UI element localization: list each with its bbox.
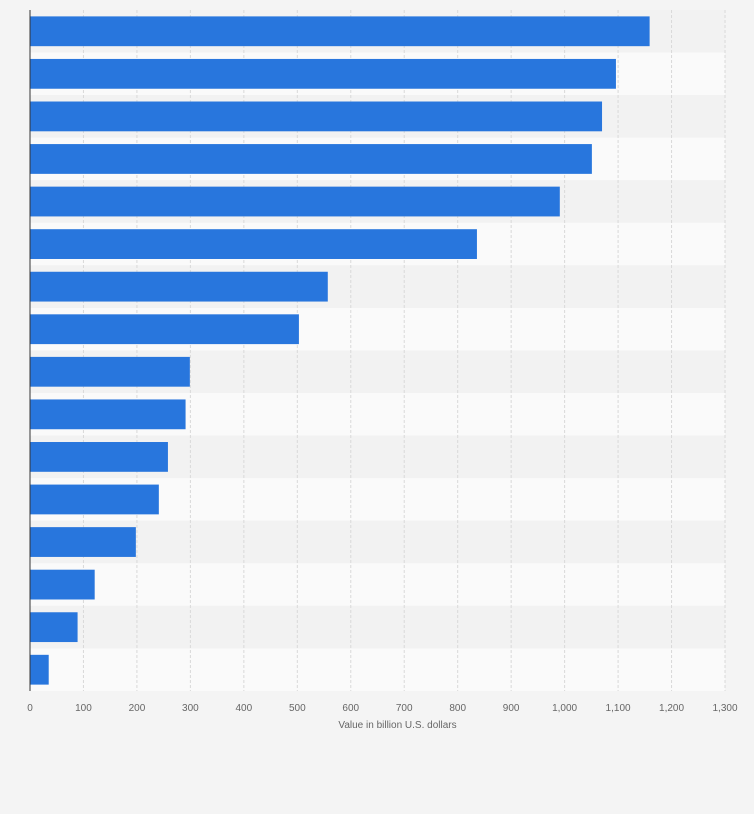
x-tick-label: 700	[396, 703, 413, 714]
x-tick-label: 1,100	[606, 703, 631, 714]
x-tick-label: 900	[503, 703, 520, 714]
x-tick-label: 400	[236, 703, 253, 714]
x-tick-label: 100	[75, 703, 92, 714]
bar[interactable]	[30, 58, 616, 89]
x-tick-label: 600	[342, 703, 359, 714]
bar[interactable]	[30, 16, 650, 47]
x-tick-label: 1,200	[659, 703, 684, 714]
bar[interactable]	[30, 186, 560, 217]
bar[interactable]	[30, 271, 328, 302]
x-tick-label: 300	[182, 703, 199, 714]
bar[interactable]	[30, 144, 592, 174]
row-band	[30, 520, 725, 564]
bar[interactable]	[30, 399, 186, 430]
row-band	[30, 563, 725, 606]
x-tick-label: 200	[129, 703, 146, 714]
bar[interactable]	[30, 569, 95, 600]
x-tick-label: 500	[289, 703, 306, 714]
gridlines	[82, 10, 726, 691]
row-band	[30, 605, 725, 649]
x-axis-label: Value in billion U.S. dollars	[338, 720, 456, 731]
bar[interactable]	[30, 654, 49, 685]
bar[interactable]	[30, 442, 168, 472]
x-axis-ticks: 0 100 200 300 400 500 600 700 800 900 1,000 1,100 1,…	[27, 703, 738, 714]
bars	[30, 16, 650, 685]
x-tick-label: 800	[449, 703, 466, 714]
bar[interactable]	[30, 314, 299, 345]
bar[interactable]	[30, 527, 136, 557]
row-band	[30, 648, 725, 691]
x-tick-label: 1,000	[552, 703, 577, 714]
bar[interactable]	[30, 484, 159, 515]
x-tick-label: 1,300	[712, 703, 737, 714]
bar[interactable]	[30, 612, 78, 643]
bar[interactable]	[30, 356, 190, 387]
x-tick-label: 0	[27, 703, 33, 714]
bar[interactable]	[30, 101, 603, 132]
bar[interactable]	[30, 229, 477, 259]
